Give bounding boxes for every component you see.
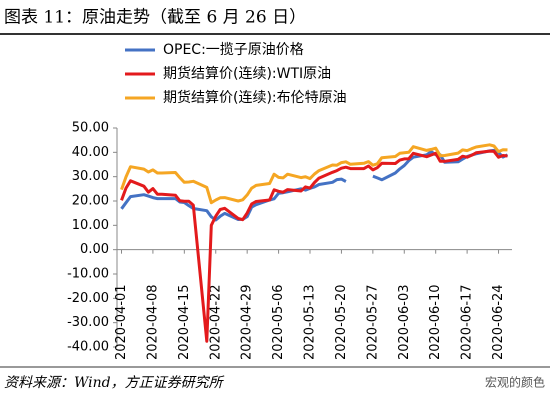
source: 资料来源：Wind，方正证券研究所	[4, 375, 225, 391]
x-tick-label: 2020-04-29	[240, 284, 255, 360]
y-tick-label: 20.00	[72, 194, 109, 209]
chart-title: 图表 11：原油走势（截至 6 月 26 日）	[4, 8, 306, 28]
x-tick-label: 2020-05-20	[334, 284, 349, 360]
x-tick-label: 2020-05-06	[271, 284, 286, 360]
x-tick-label: 2020-04-22	[208, 284, 223, 360]
y-tick-label: 40.00	[72, 145, 109, 160]
watermark: 宏观的颜色	[485, 375, 545, 390]
series-line	[120, 149, 508, 343]
x-tick-label: 2020-04-01	[114, 284, 129, 360]
x-tick-label: 2020-04-08	[145, 284, 160, 360]
x-tick-label: 2020-06-17	[460, 284, 475, 360]
y-tick-label: -20.00	[67, 291, 109, 306]
y-tick-label: 10.00	[72, 218, 109, 233]
legend-label: 期货结算价(连续):WTI原油	[163, 65, 331, 82]
x-tick-label: 2020-06-24	[491, 284, 506, 360]
y-tick-label: -40.00	[67, 340, 109, 355]
y-tick-label: -30.00	[67, 315, 109, 330]
y-tick-label: 0.00	[80, 242, 109, 257]
legend-label: OPEC:一揽子原油价格	[163, 41, 304, 58]
y-tick-label: 50.00	[72, 121, 109, 136]
legend-label: 期货结算价(连续):布伦特原油	[163, 89, 347, 106]
y-tick-label: 30.00	[72, 169, 109, 184]
x-tick-label: 2020-05-13	[303, 284, 318, 360]
x-tick-label: 2020-05-27	[365, 284, 380, 360]
x-tick-label: 2020-04-15	[177, 284, 192, 360]
x-tick-label: 2020-06-03	[397, 284, 412, 360]
series-line	[120, 143, 508, 205]
y-tick-label: -10.00	[67, 267, 109, 282]
x-tick-label: 2020-06-10	[428, 284, 443, 360]
